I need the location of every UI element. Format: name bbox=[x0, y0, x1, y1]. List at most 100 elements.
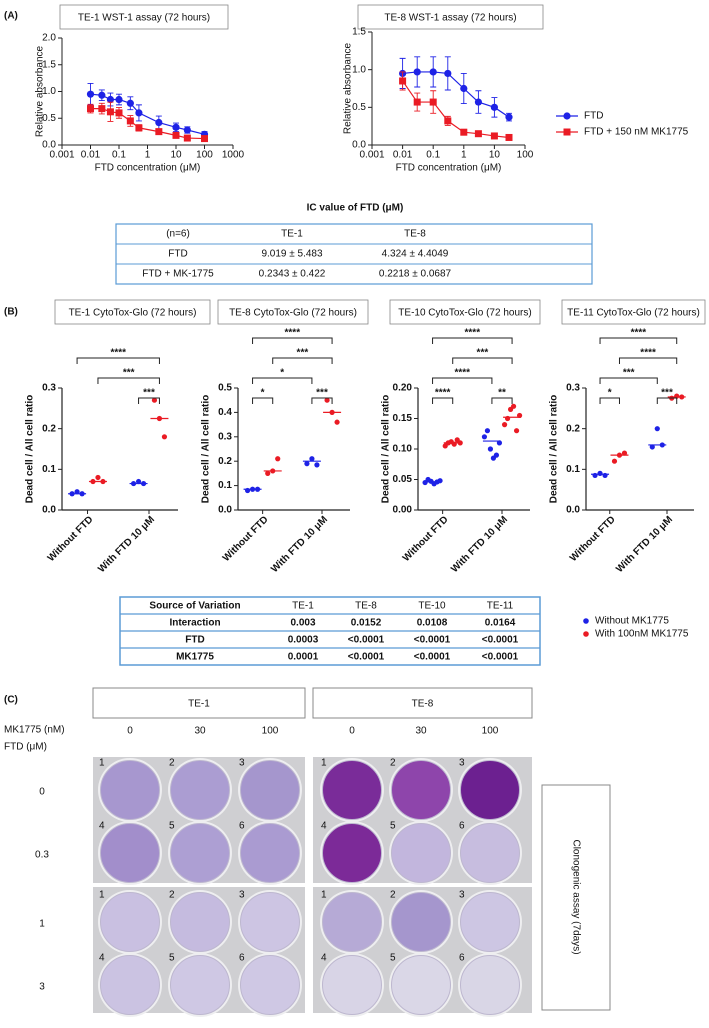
table-title: IC value of FTD (μM) bbox=[307, 203, 404, 214]
significance-label: *** bbox=[123, 368, 135, 379]
table-cell: 9.019 ± 5.483 bbox=[261, 249, 323, 260]
y-tick-label: 0.10 bbox=[393, 444, 413, 455]
side-label: Clonogenic assay (7days) bbox=[570, 839, 581, 954]
well-number: 5 bbox=[169, 821, 175, 832]
y-axis-label: Relative absorbance bbox=[35, 45, 46, 137]
significance-label: *** bbox=[661, 388, 673, 399]
table-cell: <0.0001 bbox=[348, 652, 385, 663]
x-axis-label: FTD concentration (μM) bbox=[396, 163, 502, 174]
data-point bbox=[491, 132, 498, 139]
chart-title: TE-10 CytoTox-Glo (72 hours) bbox=[398, 308, 531, 319]
data-point bbox=[155, 119, 162, 126]
panel-label: (A) bbox=[4, 11, 18, 22]
significance-label: **** bbox=[110, 348, 126, 359]
data-point bbox=[127, 100, 134, 107]
y-tick-label: 0.20 bbox=[393, 383, 413, 394]
data-point bbox=[314, 462, 319, 467]
well bbox=[101, 824, 160, 883]
well bbox=[101, 956, 160, 1015]
y-tick-label: 0.0 bbox=[566, 505, 580, 516]
y-axis-label: Dead cell / All cell ratio bbox=[25, 395, 36, 504]
data-point bbox=[98, 105, 105, 112]
y-tick-label: 0.1 bbox=[218, 480, 232, 491]
well-number: 1 bbox=[99, 890, 105, 901]
table-cell: FTD + MK-1775 bbox=[142, 269, 214, 280]
significance-bracket bbox=[453, 358, 512, 364]
x-tick-label: 1 bbox=[145, 150, 151, 161]
significance-bracket bbox=[77, 358, 159, 364]
table-cell: FTD bbox=[168, 249, 187, 260]
well-number: 4 bbox=[321, 821, 327, 832]
well-number: 4 bbox=[99, 821, 105, 832]
column-label: 30 bbox=[415, 726, 427, 737]
y-tick-label: 0.5 bbox=[352, 102, 366, 113]
well bbox=[241, 893, 300, 952]
data-point bbox=[444, 117, 451, 124]
data-point bbox=[430, 99, 437, 106]
x-tick-label: With FTD 10 μM bbox=[96, 514, 157, 575]
significance-bracket bbox=[600, 398, 619, 404]
well-number: 5 bbox=[390, 821, 396, 832]
data-point bbox=[514, 428, 519, 433]
row-label: 3 bbox=[39, 982, 45, 993]
data-point bbox=[612, 459, 617, 464]
x-tick-label: 0.001 bbox=[49, 150, 74, 161]
column-label: 100 bbox=[482, 726, 499, 737]
data-point bbox=[502, 422, 507, 427]
well bbox=[461, 956, 520, 1015]
well-number: 4 bbox=[99, 953, 105, 964]
y-tick-label: 1.5 bbox=[352, 27, 366, 38]
panel-label: (C) bbox=[4, 695, 18, 706]
x-tick-label: 0.01 bbox=[393, 150, 413, 161]
data-point bbox=[414, 99, 421, 106]
data-point bbox=[460, 129, 467, 136]
table-cell: 4.324 ± 4.4049 bbox=[382, 249, 449, 260]
x-tick-label: With FTD 10 μM bbox=[449, 514, 510, 575]
y-tick-label: 0.3 bbox=[218, 431, 232, 442]
data-point bbox=[184, 135, 191, 142]
y-tick-label: 0.2 bbox=[218, 456, 232, 467]
table-cell: MK1775 bbox=[176, 652, 214, 663]
data-point bbox=[444, 70, 451, 77]
y-tick-label: 0.5 bbox=[218, 383, 232, 394]
data-point bbox=[275, 456, 280, 461]
axis-label: MK1775 (nM) bbox=[4, 725, 65, 736]
well-number: 6 bbox=[459, 953, 465, 964]
significance-bracket bbox=[253, 398, 273, 404]
y-tick-label: 1.0 bbox=[352, 64, 366, 75]
data-point bbox=[475, 130, 482, 137]
chart-title: TE-8 WST-1 assay (72 hours) bbox=[384, 13, 516, 24]
y-tick-label: 0.2 bbox=[42, 423, 56, 434]
table-cell: TE-1 bbox=[281, 229, 303, 240]
well bbox=[171, 761, 230, 820]
table-cell: 0.0108 bbox=[417, 618, 448, 629]
data-point bbox=[173, 132, 180, 139]
significance-label: * bbox=[608, 388, 612, 399]
significance-bracket bbox=[492, 398, 512, 404]
data-point bbox=[201, 135, 208, 142]
x-tick-label: 100 bbox=[196, 150, 213, 161]
x-tick-label: 1 bbox=[461, 150, 467, 161]
significance-label: **** bbox=[454, 368, 470, 379]
table-cell: TE-11 bbox=[487, 601, 514, 612]
y-tick-label: 0.15 bbox=[393, 413, 413, 424]
data-point bbox=[184, 126, 191, 133]
legend-marker bbox=[564, 129, 571, 136]
significance-label: * bbox=[261, 388, 265, 399]
table-cell: 0.2218 ± 0.0687 bbox=[379, 269, 452, 280]
table-cell: <0.0001 bbox=[348, 635, 385, 646]
well bbox=[392, 824, 451, 883]
chart-title: TE-1 WST-1 assay (72 hours) bbox=[78, 13, 210, 24]
y-axis-label: Relative absorbance bbox=[343, 42, 354, 134]
data-point bbox=[172, 124, 179, 131]
well-number: 5 bbox=[390, 953, 396, 964]
data-point bbox=[87, 91, 94, 98]
x-tick-label: With FTD 10 μM bbox=[269, 514, 330, 575]
data-point bbox=[505, 134, 512, 141]
data-point bbox=[95, 475, 100, 480]
x-tick-label: 0.001 bbox=[359, 150, 384, 161]
y-tick-label: 0.00 bbox=[393, 505, 413, 516]
table-cell: <0.0001 bbox=[482, 635, 519, 646]
data-point bbox=[505, 114, 512, 121]
column-label: 100 bbox=[262, 726, 279, 737]
